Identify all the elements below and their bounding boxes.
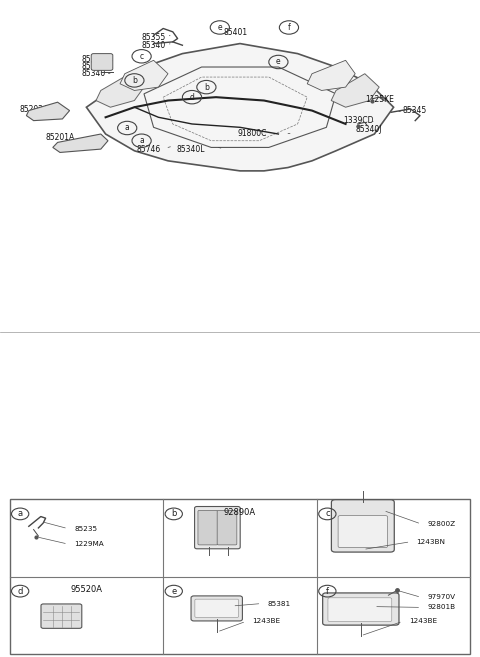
FancyBboxPatch shape	[198, 510, 217, 545]
Text: 85201A: 85201A	[46, 133, 75, 141]
Text: b: b	[171, 509, 177, 518]
Text: 85345: 85345	[402, 106, 427, 115]
FancyBboxPatch shape	[191, 596, 242, 621]
Text: 85235: 85235	[74, 526, 97, 532]
FancyBboxPatch shape	[331, 500, 394, 552]
FancyBboxPatch shape	[323, 593, 399, 625]
Text: 85325H: 85325H	[82, 62, 111, 71]
Text: 85401: 85401	[223, 28, 247, 37]
Text: 92890A: 92890A	[224, 508, 256, 517]
Text: d: d	[190, 93, 194, 102]
Polygon shape	[96, 74, 144, 107]
Polygon shape	[86, 43, 394, 171]
Text: a: a	[125, 124, 130, 133]
Text: b: b	[204, 83, 209, 91]
Text: 85355: 85355	[142, 34, 166, 42]
Text: 1339CD: 1339CD	[343, 116, 374, 125]
FancyBboxPatch shape	[41, 604, 82, 628]
Polygon shape	[120, 60, 168, 91]
Text: e: e	[217, 23, 222, 32]
Text: 85746: 85746	[137, 145, 161, 154]
Text: 85340: 85340	[82, 69, 106, 78]
Text: f: f	[326, 587, 329, 596]
Text: 1243BE: 1243BE	[409, 618, 437, 624]
Polygon shape	[53, 134, 108, 152]
Polygon shape	[331, 74, 379, 107]
Text: c: c	[140, 52, 144, 61]
FancyBboxPatch shape	[217, 510, 237, 545]
Text: e: e	[276, 58, 281, 66]
Text: 91800C: 91800C	[238, 129, 267, 137]
Text: 85340L: 85340L	[177, 145, 205, 154]
Text: 95520A: 95520A	[71, 585, 102, 594]
Text: 1243BN: 1243BN	[417, 539, 445, 545]
FancyBboxPatch shape	[91, 54, 113, 70]
Text: 1229MA: 1229MA	[74, 541, 104, 547]
FancyBboxPatch shape	[195, 599, 239, 618]
Text: a: a	[139, 136, 144, 145]
Bar	[10, 499, 470, 654]
Text: 97970V: 97970V	[427, 595, 456, 600]
Text: a: a	[18, 509, 23, 518]
FancyBboxPatch shape	[194, 507, 240, 549]
Text: c: c	[325, 509, 330, 518]
Text: d: d	[17, 587, 23, 596]
Text: 85340J: 85340J	[355, 125, 382, 134]
FancyBboxPatch shape	[338, 516, 387, 547]
Text: 85332B: 85332B	[82, 55, 111, 64]
Text: 85381: 85381	[268, 600, 291, 606]
Text: 1125KE: 1125KE	[365, 95, 394, 104]
Text: 85340: 85340	[142, 41, 166, 51]
Text: b: b	[132, 76, 137, 85]
FancyBboxPatch shape	[328, 598, 392, 622]
Text: e: e	[171, 587, 176, 596]
Text: 1243BE: 1243BE	[252, 618, 280, 624]
Polygon shape	[307, 60, 355, 91]
Polygon shape	[26, 102, 70, 121]
Text: 92800Z: 92800Z	[427, 521, 456, 527]
Text: 85202A: 85202A	[19, 105, 48, 114]
Text: 92801B: 92801B	[427, 604, 456, 610]
Text: f: f	[288, 23, 290, 32]
